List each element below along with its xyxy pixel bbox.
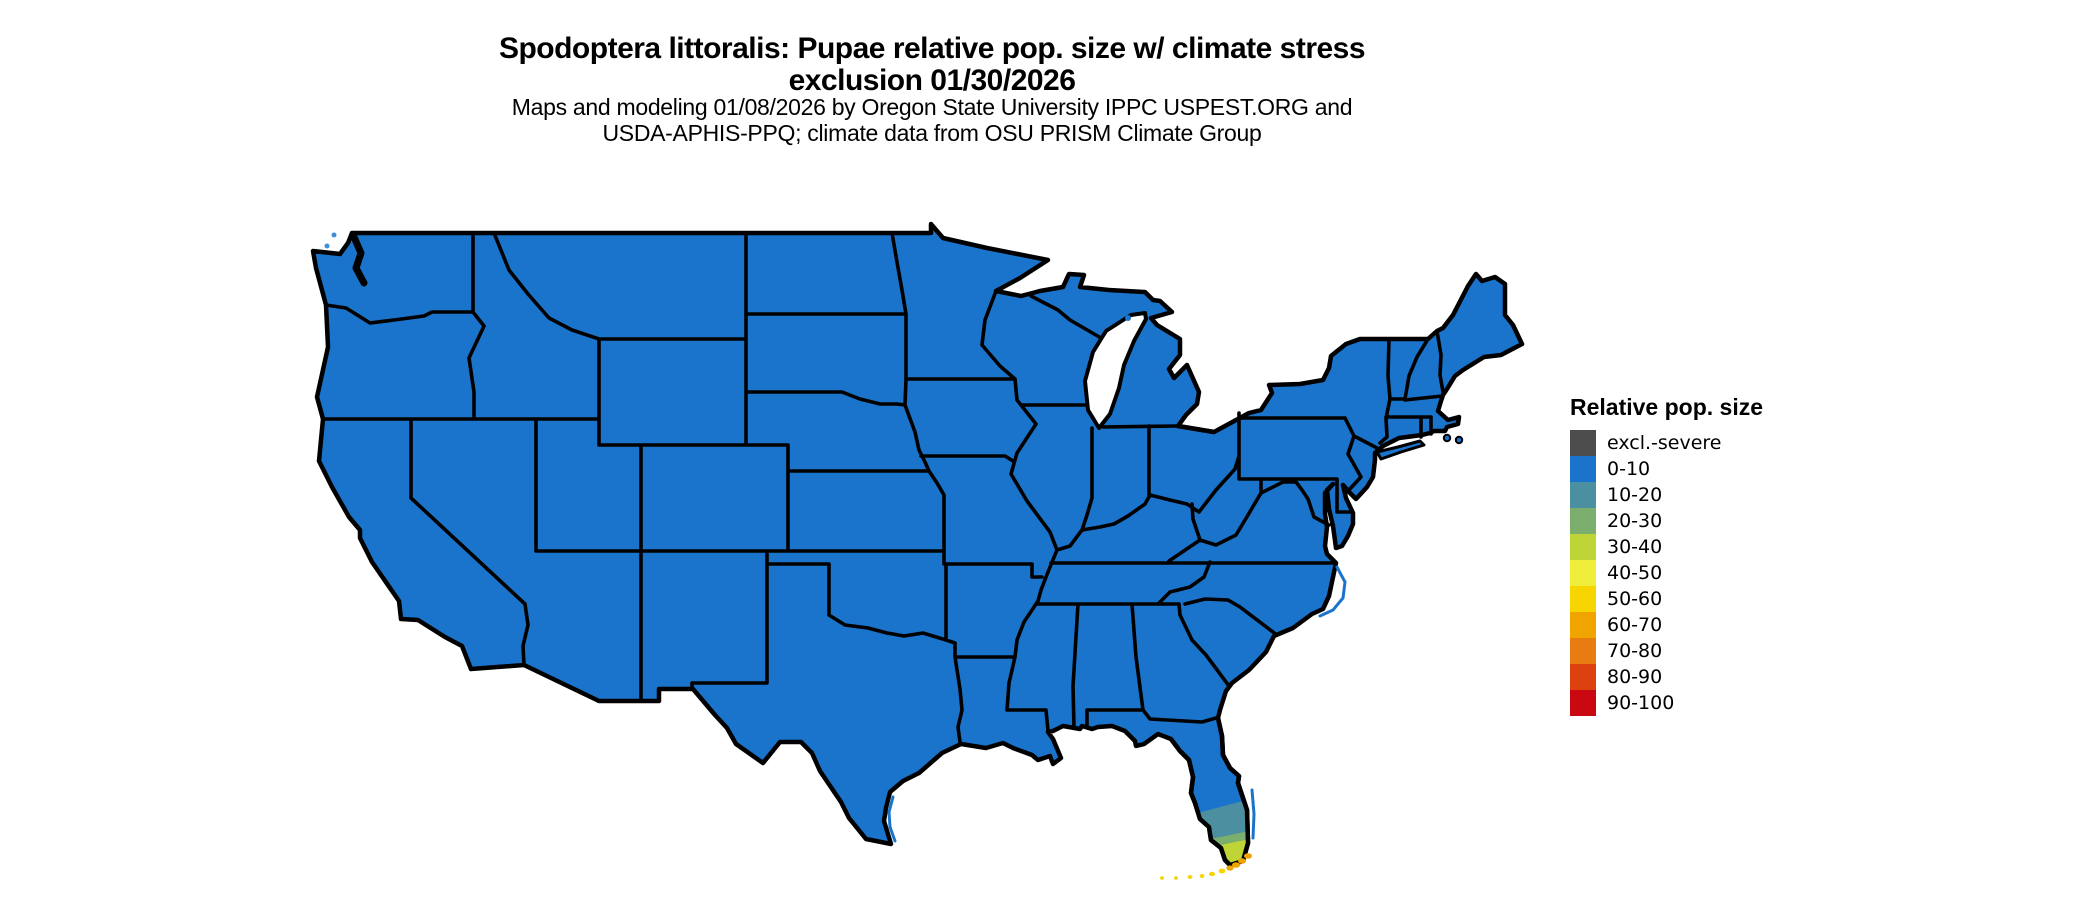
legend-item: 20-30 [1570, 508, 1763, 534]
legend-swatch [1570, 482, 1596, 508]
legend-swatch [1570, 690, 1596, 716]
state-borders [321, 231, 1445, 744]
legend-swatch [1570, 664, 1596, 690]
legend-items: excl.-severe 0-10 10-20 20-30 30-40 40-50 50-6… [1570, 430, 1763, 716]
legend-item-label: 10-20 [1607, 484, 1663, 506]
legend-swatch [1570, 534, 1596, 560]
legend-item-label: 70-80 [1607, 640, 1663, 662]
map-subtitle-line2: USDA-APHIS-PPQ; climate data from OSU PR… [602, 120, 1262, 146]
legend-item-label: 80-90 [1607, 666, 1663, 688]
legend-item: 30-40 [1570, 534, 1763, 560]
map-title-line2: exclusion 01/30/2026 [788, 64, 1076, 97]
map-subtitle-line1: Maps and modeling 01/08/2026 by Oregon S… [511, 94, 1353, 120]
legend-item-label: 0-10 [1607, 458, 1651, 480]
legend-item: 10-20 [1570, 482, 1763, 508]
legend-item: excl.-severe [1570, 430, 1763, 456]
legend: Relative pop. size excl.-severe 0-10 10-20… [1570, 394, 1763, 716]
legend-swatch [1570, 508, 1596, 534]
lake-michigan [1083, 311, 1148, 430]
legend-item: 50-60 [1570, 586, 1763, 612]
legend-swatch [1570, 586, 1596, 612]
us-map-land [310, 221, 1525, 868]
legend-item-label: excl.-severe [1607, 432, 1722, 454]
legend-item: 80-90 [1570, 664, 1763, 690]
legend-swatch [1570, 456, 1596, 482]
barrier-islands [887, 565, 1347, 843]
legend-item-label: 20-30 [1607, 510, 1663, 532]
legend-item: 60-70 [1570, 612, 1763, 638]
legend-item: 40-50 [1570, 560, 1763, 586]
legend-item-label: 30-40 [1607, 536, 1663, 558]
legend-title: Relative pop. size [1570, 394, 1764, 420]
legend-item-label: 60-70 [1607, 614, 1663, 636]
legend-swatch [1570, 560, 1596, 586]
map-title-line1: Spodoptera littoralis: Pupae relative po… [498, 32, 1366, 65]
legend-swatch [1570, 430, 1596, 456]
puget-sound [350, 233, 368, 287]
legend-swatch [1570, 612, 1596, 638]
legend-item-label: 50-60 [1607, 588, 1663, 610]
legend-item-label: 40-50 [1607, 562, 1663, 584]
legend-item-label: 90-100 [1607, 692, 1675, 714]
legend-swatch [1570, 638, 1596, 664]
us-map-outline [1169, 423, 1251, 868]
legend-item: 90-100 [1570, 690, 1763, 716]
long-island [1375, 439, 1426, 461]
coastal-islands [324, 232, 1464, 445]
florida-keys-dots [1160, 853, 1252, 880]
legend-item: 0-10 [1570, 456, 1763, 482]
legend-item: 70-80 [1570, 638, 1763, 664]
